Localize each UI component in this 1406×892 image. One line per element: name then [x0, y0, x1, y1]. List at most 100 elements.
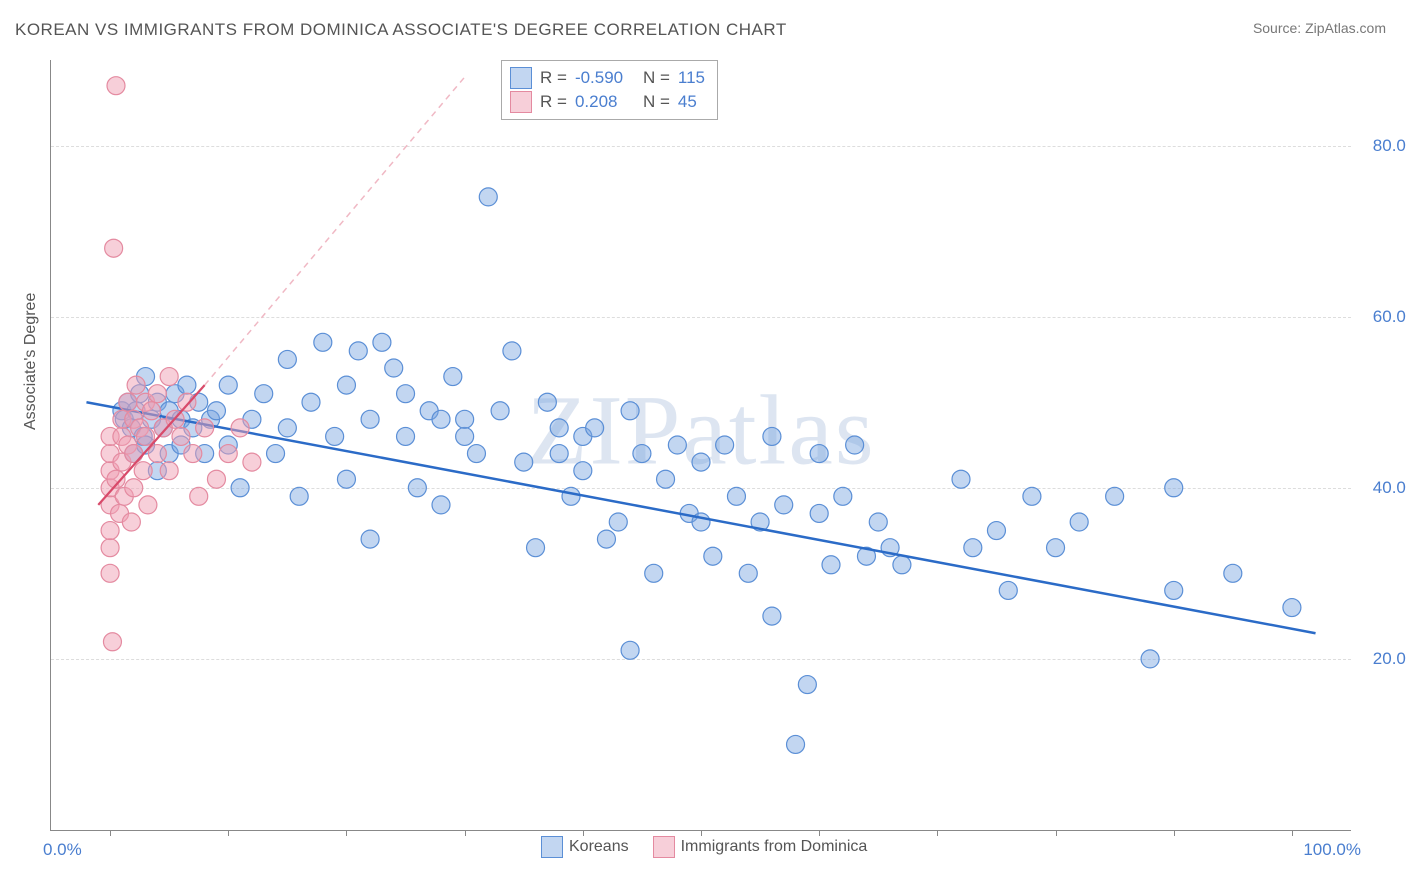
data-point — [1023, 487, 1041, 505]
data-point — [550, 445, 568, 463]
data-point — [1070, 513, 1088, 531]
data-point — [657, 470, 675, 488]
data-point — [196, 419, 214, 437]
data-point — [243, 453, 261, 471]
data-point — [337, 376, 355, 394]
data-point — [633, 445, 651, 463]
data-point — [1106, 487, 1124, 505]
data-point — [704, 547, 722, 565]
data-point — [349, 342, 367, 360]
data-point — [727, 487, 745, 505]
x-tick — [1174, 830, 1175, 836]
data-point — [184, 445, 202, 463]
data-point — [763, 607, 781, 625]
data-point — [456, 410, 474, 428]
data-point — [219, 445, 237, 463]
data-point — [267, 445, 285, 463]
data-point — [278, 350, 296, 368]
data-point — [137, 427, 155, 445]
x-tick — [937, 830, 938, 836]
x-tick — [346, 830, 347, 836]
data-point — [326, 427, 344, 445]
data-point — [302, 393, 320, 411]
r-value: 0.208 — [575, 92, 635, 112]
x-tick — [701, 830, 702, 836]
data-point — [869, 513, 887, 531]
legend-item: Koreans — [541, 836, 629, 858]
data-point — [1165, 479, 1183, 497]
data-point — [1141, 650, 1159, 668]
data-point — [385, 359, 403, 377]
data-point — [142, 402, 160, 420]
data-point — [408, 479, 426, 497]
data-point — [432, 496, 450, 514]
y-tick-label: 40.0% — [1373, 478, 1406, 498]
data-point — [787, 735, 805, 753]
data-point — [361, 410, 379, 428]
data-point — [134, 462, 152, 480]
data-point — [467, 445, 485, 463]
legend-swatch — [541, 836, 563, 858]
y-tick-label: 60.0% — [1373, 307, 1406, 327]
data-point — [609, 513, 627, 531]
data-point — [397, 385, 415, 403]
x-max-label: 100.0% — [1303, 840, 1361, 860]
data-point — [716, 436, 734, 454]
source-label: Source: ZipAtlas.com — [1253, 20, 1386, 36]
n-value: 115 — [678, 68, 705, 88]
data-point — [160, 462, 178, 480]
data-point — [432, 410, 450, 428]
chart-title: KOREAN VS IMMIGRANTS FROM DOMINICA ASSOC… — [15, 20, 787, 40]
data-point — [763, 427, 781, 445]
y-tick-label: 80.0% — [1373, 136, 1406, 156]
data-point — [178, 376, 196, 394]
data-point — [562, 487, 580, 505]
data-point — [456, 427, 474, 445]
data-point — [105, 239, 123, 257]
data-point — [107, 77, 125, 95]
trend-line-extension — [205, 77, 465, 385]
data-point — [190, 487, 208, 505]
chart-container: KOREAN VS IMMIGRANTS FROM DOMINICA ASSOC… — [0, 0, 1406, 892]
x-tick — [583, 830, 584, 836]
data-point — [550, 419, 568, 437]
data-point — [361, 530, 379, 548]
data-point — [207, 470, 225, 488]
data-point — [798, 676, 816, 694]
n-label: N = — [643, 92, 670, 112]
data-point — [893, 556, 911, 574]
data-point — [668, 436, 686, 454]
n-value: 45 — [678, 92, 697, 112]
data-point — [444, 368, 462, 386]
data-point — [775, 496, 793, 514]
x-tick — [228, 830, 229, 836]
data-point — [621, 641, 639, 659]
data-point — [122, 513, 140, 531]
data-point — [810, 504, 828, 522]
data-point — [574, 462, 592, 480]
data-point — [597, 530, 615, 548]
correlation-legend: R =-0.590N =115R = 0.208N = 45 — [501, 60, 718, 120]
trend-line — [86, 402, 1315, 633]
data-point — [148, 445, 166, 463]
data-point — [373, 333, 391, 351]
data-point — [255, 385, 273, 403]
data-point — [822, 556, 840, 574]
r-value: -0.590 — [575, 68, 635, 88]
data-point — [987, 522, 1005, 540]
data-point — [846, 436, 864, 454]
data-point — [148, 385, 166, 403]
scatter-svg — [51, 60, 1351, 830]
data-point — [1283, 599, 1301, 617]
data-point — [692, 453, 710, 471]
data-point — [999, 581, 1017, 599]
x-tick — [110, 830, 111, 836]
x-tick — [1056, 830, 1057, 836]
data-point — [172, 427, 190, 445]
data-point — [1165, 581, 1183, 599]
data-point — [101, 564, 119, 582]
data-point — [178, 393, 196, 411]
data-point — [586, 419, 604, 437]
x-tick — [1292, 830, 1293, 836]
data-point — [479, 188, 497, 206]
